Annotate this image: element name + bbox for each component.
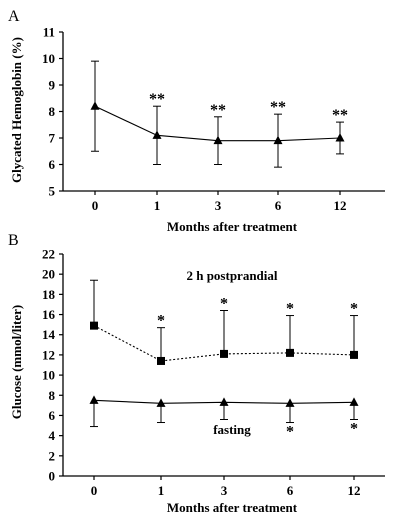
panel-b-letter: B xyxy=(8,232,19,249)
panel-b-y-tick-label: 6 xyxy=(49,408,56,423)
panel-b-y-tick-label: 8 xyxy=(49,388,56,403)
panel-b-y-tick-label: 12 xyxy=(42,347,55,362)
panel-b-x-tick-label: 0 xyxy=(91,483,98,498)
panel-b-triangle-marker xyxy=(285,398,295,407)
panel-a-y-tick-label: 6 xyxy=(49,157,56,172)
panel-a-significance-mark: ** xyxy=(210,102,226,119)
panel-b-square-marker xyxy=(90,321,98,330)
panel-a-y-axis-label: Glycated Hemoglobin (%) xyxy=(9,37,24,183)
panel-b-significance-mark: * xyxy=(157,313,165,330)
panel-b-significance-mark: * xyxy=(350,301,358,318)
panel-a-y-tick-label: 8 xyxy=(49,104,56,119)
panel-b-significance-mark: * xyxy=(350,420,358,437)
panel-a-y-tick-label: 7 xyxy=(49,131,56,146)
panel-b-y-tick-label: 14 xyxy=(42,327,56,342)
panel-a-x-tick-label: 0 xyxy=(92,198,99,213)
panel-a-triangle-marker xyxy=(213,135,223,145)
panel-a-x-tick-label: 3 xyxy=(215,198,222,213)
panel-b-triangle-marker xyxy=(349,397,359,406)
panel-b-x-tick-label: 6 xyxy=(287,483,294,498)
panel-b-triangle-marker xyxy=(156,398,166,407)
panel-a-significance-mark: ** xyxy=(149,91,165,108)
panel-b-triangle-marker xyxy=(89,395,99,404)
panel-b-x-tick-label: 12 xyxy=(348,483,361,498)
panel-b-y-tick-label: 4 xyxy=(49,428,56,443)
panel-b-y-tick-label: 0 xyxy=(49,469,56,484)
panel-a: A Glycated Hemoglobin (%) Months after t… xyxy=(8,8,385,234)
panel-a-y-tick-label: 5 xyxy=(49,184,56,199)
panel-b: B Glucose (mmol/liter) Months after trea… xyxy=(8,232,385,515)
panel-b-x-tick-label: 3 xyxy=(221,483,228,498)
panel-b-y-tick-label: 16 xyxy=(42,307,56,322)
panel-b-significance-mark: * xyxy=(286,424,294,441)
panel-b-series-label: 2 h postprandial xyxy=(186,268,277,283)
panel-a-y-tick-label: 10 xyxy=(42,51,55,66)
panel-b-square-marker xyxy=(157,356,165,365)
panel-b-square-marker xyxy=(286,348,294,357)
panel-b-significance-mark: * xyxy=(286,301,294,318)
panel-b-square-marker xyxy=(220,349,228,358)
panel-a-triangle-marker xyxy=(152,130,162,139)
panel-a-y-tick-label: 11 xyxy=(43,25,55,40)
panel-b-plot: 0 2 4 6 8 10 12 14 16 18 20 22 0 1 3 6 12 * * * * 2 h postpra… xyxy=(42,247,385,498)
panel-b-y-axis-label: Glucose (mmol/liter) xyxy=(9,305,24,419)
panel-b-y-tick-label: 20 xyxy=(42,267,55,282)
panel-a-y-tick-label: 9 xyxy=(49,78,56,93)
panel-a-x-tick-label: 1 xyxy=(154,198,161,213)
panel-a-x-tick-label: 6 xyxy=(275,198,282,213)
panel-a-x-axis-label: Months after treatment xyxy=(167,219,298,234)
panel-a-significance-mark: ** xyxy=(270,99,286,116)
panel-b-y-tick-label: 10 xyxy=(42,368,55,383)
panel-a-x-tick-label: 12 xyxy=(334,198,347,213)
panel-a-letter: A xyxy=(8,8,20,25)
panel-a-triangle-marker xyxy=(90,101,100,110)
panel-a-triangle-marker xyxy=(335,133,345,142)
panel-b-y-tick-label: 22 xyxy=(42,247,55,262)
panel-b-y-tick-label: 2 xyxy=(49,448,56,463)
panel-b-triangle-marker xyxy=(219,397,229,406)
panel-b-x-axis-label: Months after treatment xyxy=(167,500,298,515)
panel-a-plot: 5 6 7 8 9 10 11 0 1 3 6 12 ** ** ** ** xyxy=(42,25,385,213)
panel-a-triangle-marker xyxy=(273,135,283,145)
panel-a-significance-mark: ** xyxy=(332,107,348,124)
panel-b-square-marker xyxy=(350,350,358,359)
panel-b-significance-mark: * xyxy=(220,296,228,313)
panel-b-series-label: fasting xyxy=(213,422,251,437)
panel-b-x-tick-label: 1 xyxy=(158,483,165,498)
panel-b-y-tick-label: 18 xyxy=(42,287,56,302)
